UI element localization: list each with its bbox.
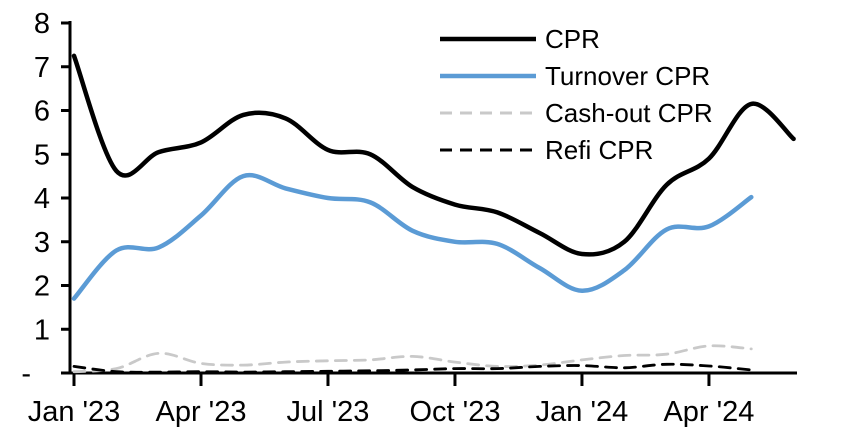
x-tick-label: Jan '23 (28, 396, 121, 428)
x-tick-label: Jul '23 (287, 396, 370, 428)
legend-item-turnover-cpr: Turnover CPR (440, 57, 713, 94)
y-tick-label: 2 (34, 271, 50, 303)
chart-legend: CPR Turnover CPR Cash-out CPR Refi CPR (440, 20, 713, 168)
turnover-cpr-line-swatch (440, 73, 536, 78)
cashout-cpr-line-swatch (440, 111, 536, 114)
y-tick-label: 1 (34, 314, 50, 346)
x-tick-label: Apr '23 (155, 396, 246, 428)
legend-label-cpr: CPR (545, 23, 600, 54)
y-tick-label: 8 (34, 8, 50, 40)
y-tick-label: 5 (34, 139, 50, 171)
x-tick-label: Oct '23 (409, 396, 500, 428)
x-tick-label: Jan '24 (536, 396, 629, 428)
legend-item-refi-cpr: Refi CPR (440, 131, 713, 168)
legend-item-cpr: CPR (440, 20, 713, 57)
series-line-cpr (71, 53, 796, 257)
series-line-refi-cpr (72, 362, 753, 374)
y-tick-label: 7 (34, 52, 50, 84)
y-tick-label: - (21, 358, 31, 390)
legend-label-refi-cpr: Refi CPR (545, 134, 654, 165)
refi-cpr-line-swatch (440, 148, 536, 151)
y-tick-label: 6 (34, 96, 50, 128)
series-line-cash-out-cpr (72, 344, 753, 374)
legend-label-turnover-cpr: Turnover CPR (545, 60, 711, 91)
y-tick-label: 4 (34, 183, 50, 215)
series-line-turnover-cpr (71, 172, 754, 301)
legend-item-cashout-cpr: Cash-out CPR (440, 94, 713, 131)
x-tick-label: Apr '24 (663, 396, 754, 428)
y-tick-label: 3 (34, 227, 50, 259)
legend-label-cashout-cpr: Cash-out CPR (545, 97, 713, 128)
cpr-line-swatch (440, 36, 536, 41)
